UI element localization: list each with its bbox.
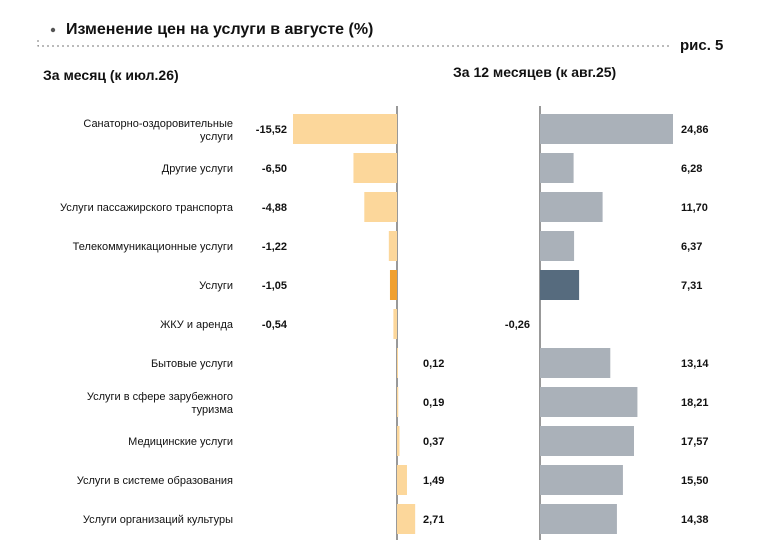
- category-label: Бытовые услуги: [151, 358, 233, 370]
- right-bar: [540, 114, 673, 144]
- left-bar: [397, 387, 399, 417]
- right-value-label: 14,38: [681, 514, 709, 526]
- right-value-label: 13,14: [681, 358, 709, 370]
- category-label: Услуги: [199, 280, 233, 292]
- right-value-label: 24,86: [681, 124, 709, 136]
- category-label: Санаторно-оздоровительные услуги: [83, 118, 233, 143]
- category-label: Услуги организаций культуры: [83, 514, 233, 526]
- figure-label: рис. 5: [680, 37, 723, 54]
- category-label: Телекоммуникационные услуги: [73, 241, 233, 253]
- right-bar: [540, 348, 611, 378]
- right-bar: [540, 426, 634, 456]
- category-label: Другие услуги: [162, 163, 233, 175]
- left-value-label: -1,05: [262, 280, 287, 292]
- category-label: Медицинские услуги: [128, 436, 233, 448]
- right-bar: [540, 504, 617, 534]
- right-value-label: 18,21: [681, 397, 709, 409]
- right-value-label: 6,28: [681, 163, 702, 175]
- right-bar: [540, 231, 575, 261]
- left-bar: [397, 504, 416, 534]
- title-dotted-rule: [37, 40, 672, 47]
- figure-title: Изменение цен на услуги в августе (%): [66, 21, 373, 38]
- right-value-label: -0,26: [505, 319, 530, 331]
- left-value-label: -6,50: [262, 163, 287, 175]
- left-value-label: -0,54: [262, 319, 288, 331]
- category-label: Услуги в системе образования: [77, 475, 233, 487]
- left-value-label: 1,49: [423, 475, 444, 487]
- right-bar: [540, 270, 580, 300]
- category-label: Услуги пассажирского транспорта: [60, 202, 234, 214]
- bars-layer: Санаторно-оздоровительные услуги -15,52 24,…: [60, 106, 709, 540]
- left-value-label: -15,52: [256, 124, 287, 136]
- right-value-label: 15,50: [681, 475, 709, 487]
- left-value-label: 0,19: [423, 397, 444, 409]
- right-bar: [540, 192, 603, 222]
- left-bar: [397, 348, 398, 378]
- right-panel-title: За 12 месяцев (к авг.25): [453, 64, 616, 80]
- right-value-label: 17,57: [681, 436, 709, 448]
- title-bullet-dot: [50, 27, 56, 33]
- left-bar: [397, 426, 400, 456]
- right-value-label: 11,70: [681, 202, 708, 214]
- left-bar: [388, 231, 397, 261]
- left-bar: [389, 270, 397, 300]
- left-bar: [397, 465, 407, 495]
- category-label: Услуги в сфере зарубежного туризма: [87, 391, 234, 416]
- right-bar: [540, 387, 638, 417]
- left-value-label: 2,71: [423, 514, 444, 526]
- right-bar: [540, 153, 574, 183]
- left-panel-title: За месяц (к июл.26): [43, 67, 179, 83]
- left-bar: [293, 114, 397, 144]
- category-label: ЖКУ и аренда: [160, 319, 234, 331]
- left-value-label: -4,88: [262, 202, 287, 214]
- right-value-label: 7,31: [681, 280, 702, 292]
- right-bar: [540, 465, 623, 495]
- left-bar: [393, 309, 397, 339]
- right-value-label: 6,37: [681, 241, 702, 253]
- left-value-label: 0,37: [423, 436, 444, 448]
- left-value-label: 0,12: [423, 358, 444, 370]
- left-bar: [364, 192, 397, 222]
- left-bar: [353, 153, 397, 183]
- left-value-label: -1,22: [262, 241, 287, 253]
